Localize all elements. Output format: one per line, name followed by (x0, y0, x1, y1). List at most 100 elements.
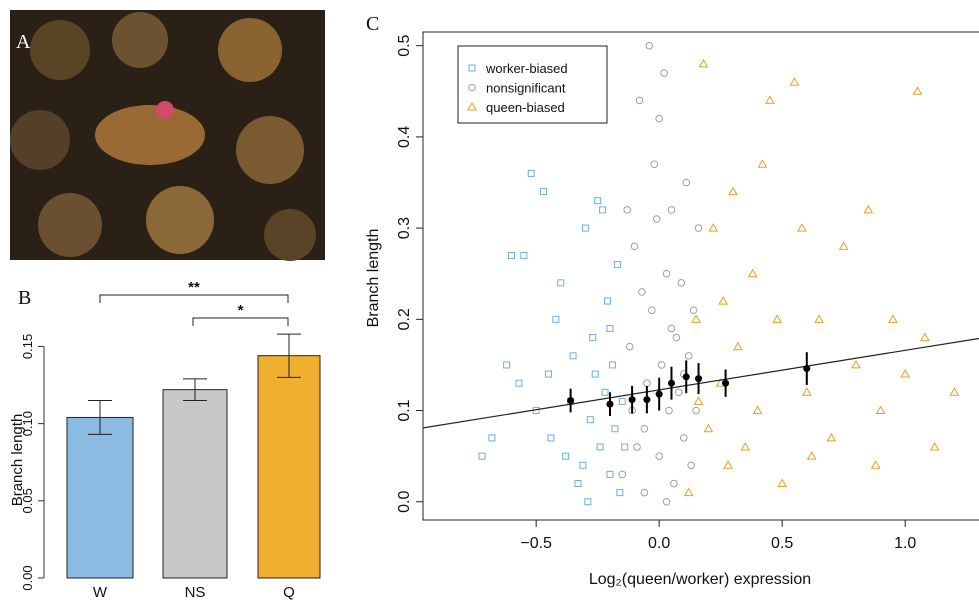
mean-point (643, 396, 651, 404)
point (625, 342, 634, 351)
point (667, 206, 676, 214)
point (675, 388, 683, 397)
point (740, 442, 751, 451)
point (584, 498, 592, 506)
point (621, 443, 629, 451)
error-bar (277, 333, 301, 378)
significance-label: ** (188, 279, 200, 296)
point (920, 332, 930, 342)
point (797, 223, 807, 232)
y-tick-label: 0.3 (396, 217, 413, 239)
point (672, 333, 681, 342)
y-tick-label: 0.0 (396, 491, 413, 513)
point (801, 387, 812, 396)
point (520, 251, 528, 259)
point (777, 478, 788, 488)
point (623, 206, 631, 214)
point (826, 432, 837, 442)
point (616, 489, 624, 497)
point (691, 314, 701, 323)
point (596, 443, 604, 451)
bar (257, 355, 321, 579)
point (586, 416, 594, 424)
point (574, 480, 582, 488)
mean-point (655, 390, 663, 398)
x-tick-label: 0.5 (771, 535, 793, 552)
point (814, 314, 824, 323)
point (718, 296, 729, 305)
photo: A (10, 10, 325, 261)
y-tick-label: 0.15 (20, 334, 35, 359)
y-axis-label: Branch length (365, 229, 382, 328)
mean-point (695, 375, 703, 383)
bar (162, 389, 228, 579)
point (929, 442, 940, 451)
point (694, 224, 703, 232)
y-tick-label: 0.10 (20, 411, 35, 436)
point (708, 223, 719, 232)
point (679, 434, 688, 442)
point (838, 241, 849, 250)
x-tick-label: 0.0 (648, 535, 670, 552)
point (693, 396, 704, 405)
point (765, 95, 775, 104)
y-tick-label: 0.1 (396, 399, 413, 421)
point (579, 461, 587, 469)
fit-line (423, 337, 979, 429)
point (670, 479, 678, 488)
plot-area (423, 41, 979, 506)
point (618, 470, 627, 479)
point (870, 460, 881, 469)
point (888, 314, 898, 323)
point (660, 69, 668, 77)
point (618, 397, 626, 405)
significance-bracket (192, 317, 289, 326)
point (789, 77, 800, 86)
point (503, 361, 511, 369)
y-tick-label: 0.05 (20, 488, 35, 513)
point (851, 359, 861, 369)
point (682, 178, 691, 187)
point (687, 461, 695, 470)
point (662, 497, 671, 506)
point (875, 405, 886, 415)
point (527, 169, 535, 177)
point (640, 424, 649, 433)
point (601, 388, 609, 396)
point (657, 361, 666, 369)
point (912, 86, 923, 95)
panel-label: A (16, 31, 31, 53)
point (562, 452, 570, 460)
legend-label: nonsignificant (486, 81, 566, 96)
x-tick-label: 1.0 (894, 535, 916, 552)
point (630, 242, 639, 251)
point (638, 288, 646, 296)
point (478, 452, 486, 460)
point (900, 369, 911, 378)
point (599, 206, 607, 214)
legend-marker (467, 101, 477, 111)
error-bar (183, 378, 207, 401)
legend-marker (468, 83, 476, 92)
point (863, 204, 874, 214)
y-tick-label: 0.2 (396, 308, 413, 330)
point (547, 434, 555, 442)
x-axis-label: Log₂(queen/worker) expression (589, 571, 811, 588)
mean-point (628, 396, 636, 404)
point (667, 324, 676, 333)
point (757, 159, 768, 168)
panel-label: B (18, 287, 31, 309)
legend-box (457, 45, 608, 124)
x-tick-label: −0.5 (520, 535, 552, 552)
point (723, 460, 733, 469)
point (806, 451, 817, 460)
point (752, 405, 763, 415)
legend: worker-biased nonsignificant queen-biased (457, 45, 608, 124)
point (515, 379, 523, 387)
y-tick-label: 0.5 (396, 34, 413, 56)
point (772, 314, 783, 323)
x-tick-label: Q (283, 584, 295, 601)
point (652, 215, 661, 223)
point (683, 487, 694, 497)
point (728, 186, 738, 196)
